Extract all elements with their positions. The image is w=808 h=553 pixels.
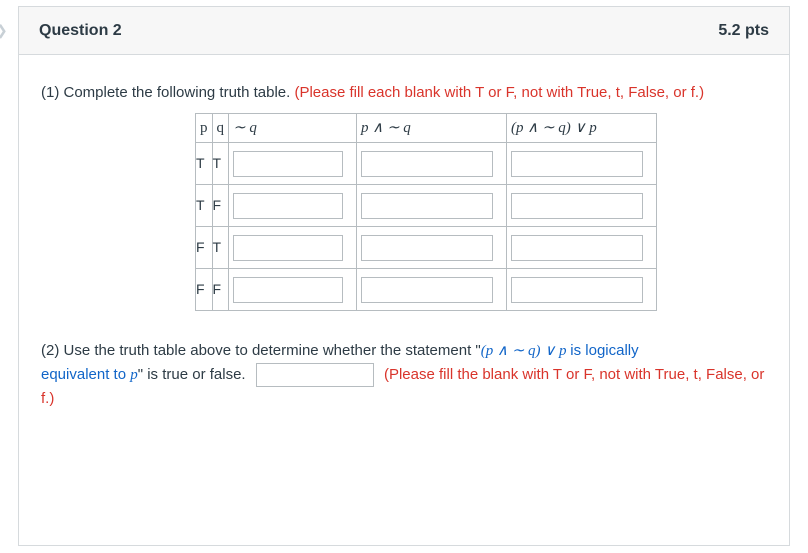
part2-stmt: (p ∧ ∼ q) ∨ p [481,343,571,359]
part2-text: (2) Use the truth table above to determi… [41,339,767,411]
cell-q: F [212,185,229,227]
part2-mid1: is logically [570,342,638,359]
th-pand: p ∧ ∼ q [357,114,507,143]
cell-q: T [212,227,229,269]
cell-p: F [196,269,213,311]
part1-prefix: (1) Complete the following truth table. [41,84,294,101]
input-final-1[interactable] [511,193,643,219]
input-notq-1[interactable] [233,193,343,219]
cell-q: F [212,269,229,311]
th-final: (p ∧ ∼ q) ∨ p [507,114,657,143]
input-pand-1[interactable] [361,193,493,219]
table-row: T F [196,185,657,227]
table-row: F F [196,269,657,311]
input-final-0[interactable] [511,151,643,177]
input-final-3[interactable] [511,277,643,303]
cell-q: T [212,143,229,185]
question-points: 5.2 pts [718,22,769,40]
input-notq-3[interactable] [233,277,343,303]
part2-line2a: equivalent to [41,366,130,383]
cell-p: F [196,227,213,269]
input-pand-0[interactable] [361,151,493,177]
input-notq-2[interactable] [233,235,343,261]
part2-line2b: p [130,367,138,383]
question-body: (1) Complete the following truth table. … [19,55,789,411]
question-header: Question 2 5.2 pts [19,7,789,55]
truth-table: p q ∼ q p ∧ ∼ q (p ∧ ∼ q) ∨ p T T T F [195,113,657,311]
input-part2-answer[interactable] [256,363,374,387]
question-card: Question 2 5.2 pts (1) Complete the foll… [18,6,790,546]
cell-p: T [196,185,213,227]
th-p: p [196,114,213,143]
part2-prefix: (2) Use the truth table above to determi… [41,342,481,359]
nav-arrow-icon: ❯ [0,22,8,39]
table-header-row: p q ∼ q p ∧ ∼ q (p ∧ ∼ q) ∨ p [196,114,657,143]
input-notq-0[interactable] [233,151,343,177]
th-notq: ∼ q [229,114,357,143]
part1-text: (1) Complete the following truth table. … [41,81,767,105]
part2-mid2: " is true or false. [138,366,246,383]
cell-p: T [196,143,213,185]
part1-instruction: (Please fill each blank with T or F, not… [294,84,704,101]
table-row: T T [196,143,657,185]
input-final-2[interactable] [511,235,643,261]
table-row: F T [196,227,657,269]
th-q: q [212,114,229,143]
input-pand-3[interactable] [361,277,493,303]
input-pand-2[interactable] [361,235,493,261]
question-title: Question 2 [39,22,122,40]
